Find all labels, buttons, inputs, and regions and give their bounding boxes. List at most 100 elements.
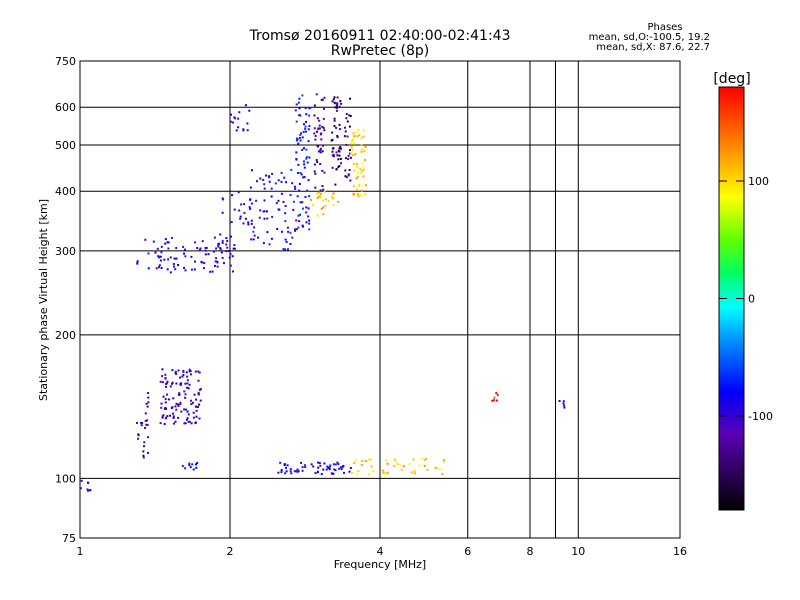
echo-point bbox=[286, 226, 289, 229]
echo-point bbox=[215, 257, 218, 260]
colorbar-ticks: 100 0 -100 bbox=[719, 175, 773, 423]
echo-point bbox=[297, 172, 299, 174]
echo-point bbox=[491, 399, 494, 402]
echo-point bbox=[175, 257, 178, 260]
echo-point bbox=[331, 166, 334, 169]
echo-point bbox=[172, 397, 175, 400]
echo-point bbox=[289, 242, 292, 245]
echo-point bbox=[147, 392, 150, 394]
echo-point bbox=[303, 166, 306, 169]
echo-point bbox=[197, 370, 200, 373]
echo-point bbox=[362, 175, 365, 178]
echo-point bbox=[171, 382, 173, 385]
echo-point bbox=[352, 193, 355, 196]
echo-point bbox=[307, 207, 310, 210]
echo-point bbox=[230, 235, 232, 238]
echo-point bbox=[225, 250, 228, 253]
echo-point bbox=[318, 462, 321, 465]
echo-point bbox=[304, 130, 307, 133]
echo-point bbox=[358, 134, 361, 137]
echo-point bbox=[218, 243, 220, 246]
echo-point bbox=[144, 420, 147, 422]
echo-point bbox=[361, 170, 364, 173]
echo-point bbox=[356, 193, 359, 196]
echo-point bbox=[300, 173, 303, 176]
echo-point bbox=[237, 126, 240, 129]
echo-point bbox=[188, 420, 191, 423]
chart-subtitle: RwPretec (8p) bbox=[330, 43, 430, 59]
echo-point bbox=[295, 139, 298, 142]
echo-point bbox=[211, 270, 214, 273]
echo-point bbox=[195, 409, 198, 412]
echo-point bbox=[247, 221, 250, 224]
echo-point bbox=[191, 463, 194, 466]
echo-point bbox=[277, 471, 280, 474]
echo-point bbox=[309, 107, 312, 110]
echo-point bbox=[248, 206, 251, 209]
x-tick-label: 4 bbox=[377, 545, 384, 558]
echo-point bbox=[249, 186, 252, 189]
echo-point bbox=[244, 104, 247, 107]
echo-point bbox=[258, 216, 261, 219]
echo-point bbox=[242, 128, 245, 131]
echo-point bbox=[357, 128, 360, 131]
echo-point bbox=[306, 189, 309, 192]
echo-point bbox=[360, 137, 363, 140]
echo-point bbox=[266, 217, 269, 220]
echo-point bbox=[299, 171, 302, 174]
echo-point bbox=[223, 262, 225, 265]
echo-point bbox=[204, 253, 207, 256]
echo-point bbox=[319, 196, 322, 199]
echo-point bbox=[441, 473, 444, 476]
echo-point bbox=[146, 424, 149, 426]
echo-point bbox=[274, 182, 277, 185]
echo-point bbox=[324, 204, 327, 207]
echo-point bbox=[228, 256, 231, 259]
echo-point bbox=[205, 246, 208, 249]
echo-point bbox=[356, 135, 359, 138]
echo-point bbox=[169, 271, 172, 274]
echo-point bbox=[328, 468, 331, 471]
echo-point bbox=[305, 206, 308, 209]
echo-point bbox=[155, 267, 158, 270]
echo-point bbox=[393, 465, 396, 468]
echo-point bbox=[166, 393, 169, 396]
echo-point bbox=[340, 102, 343, 105]
echo-point bbox=[320, 98, 323, 101]
echo-point bbox=[142, 450, 145, 453]
echo-point bbox=[233, 247, 236, 250]
echo-point bbox=[214, 260, 217, 263]
echo-point bbox=[229, 253, 232, 256]
chart-title: Tromsø 20160911 02:40:00-02:41:43 bbox=[249, 28, 511, 44]
echo-point bbox=[239, 215, 242, 218]
echo-point bbox=[328, 466, 331, 468]
echo-point bbox=[355, 166, 358, 169]
echo-point bbox=[384, 471, 387, 474]
echo-point bbox=[318, 124, 321, 127]
echo-point bbox=[319, 163, 322, 165]
echo-point bbox=[331, 150, 334, 153]
echo-point bbox=[303, 163, 306, 166]
echo-point bbox=[336, 136, 339, 139]
echo-point bbox=[248, 109, 251, 112]
echo-point bbox=[443, 460, 446, 463]
echo-point bbox=[319, 133, 322, 136]
echo-point bbox=[313, 170, 316, 173]
echo-point bbox=[298, 97, 301, 100]
echo-point bbox=[178, 392, 181, 395]
echo-point bbox=[332, 204, 335, 207]
echo-point bbox=[295, 219, 298, 222]
echo-point bbox=[304, 196, 307, 198]
colorbar-tick-label: -100 bbox=[748, 410, 773, 423]
x-axis-ticks: 1 2 4 6 8 10 16 bbox=[77, 545, 688, 558]
echo-point bbox=[279, 461, 282, 464]
echo-point bbox=[322, 468, 325, 471]
echo-point bbox=[164, 238, 167, 241]
echo-point bbox=[307, 128, 310, 131]
echo-point bbox=[294, 228, 296, 231]
echo-point bbox=[362, 184, 365, 187]
echo-point bbox=[221, 211, 224, 214]
echo-point bbox=[323, 462, 326, 465]
echo-point bbox=[396, 462, 399, 465]
echo-point bbox=[348, 114, 351, 117]
